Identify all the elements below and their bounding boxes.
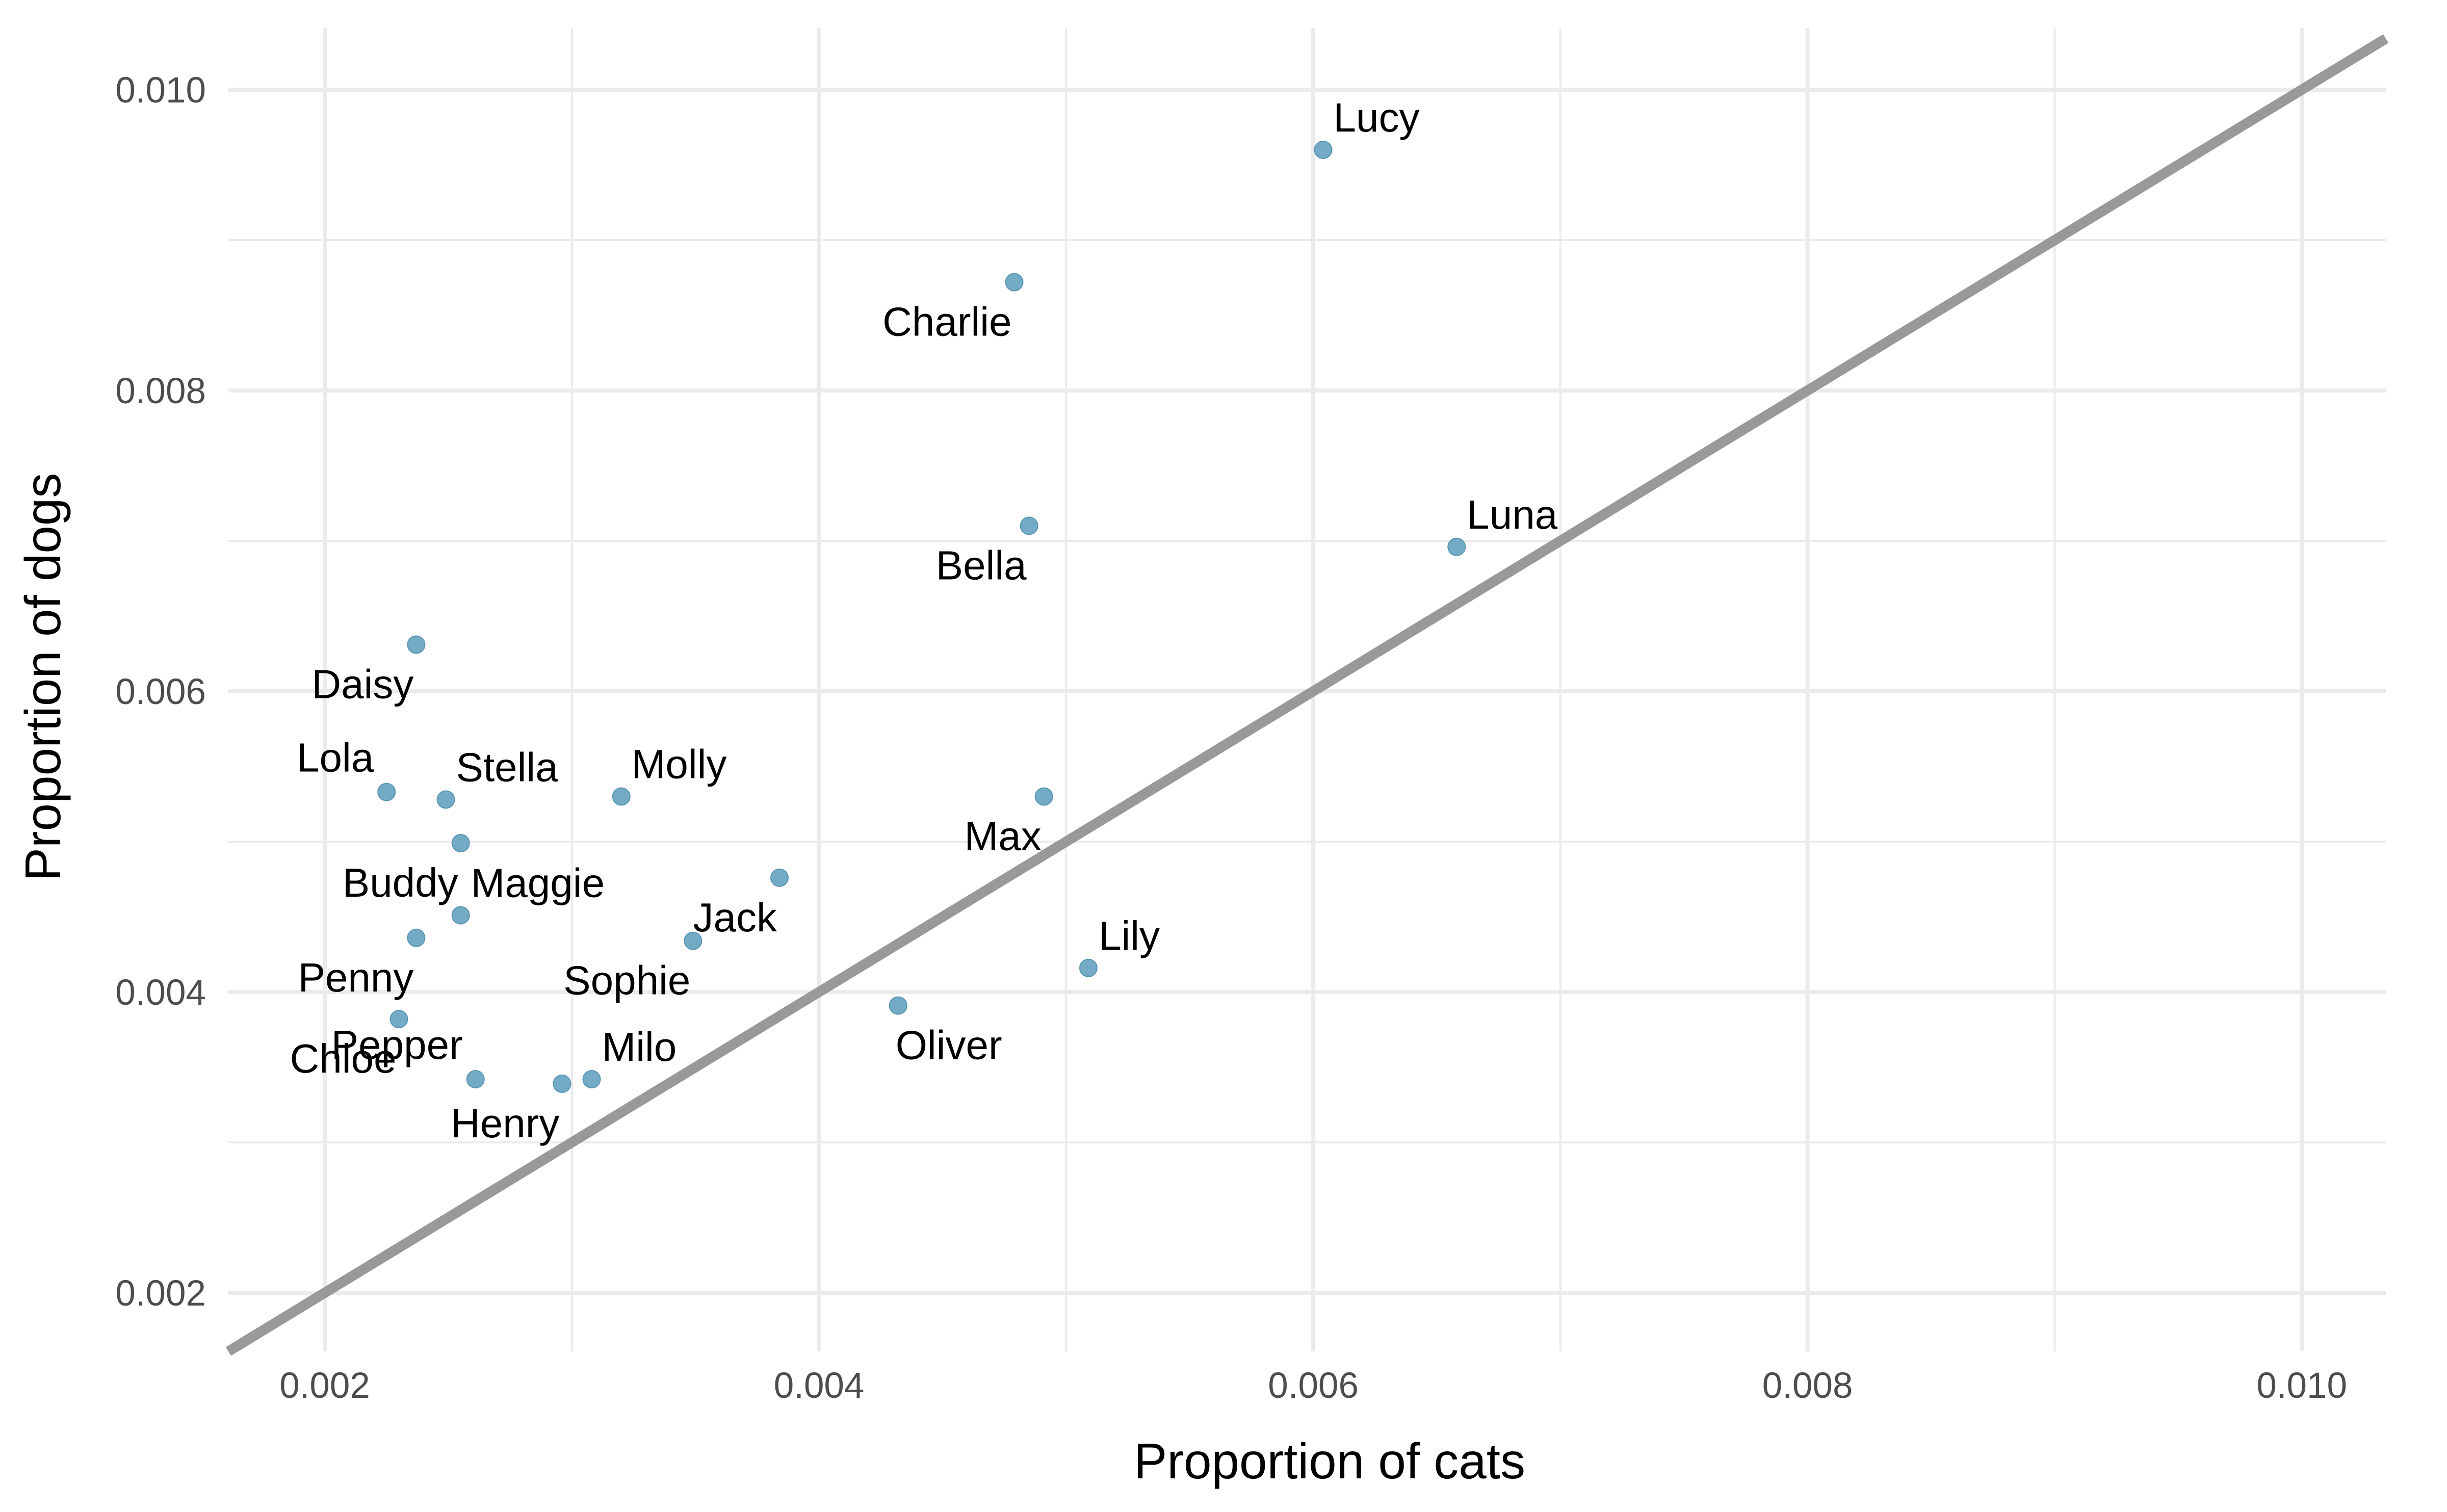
data-point-pepper (466, 1070, 485, 1089)
y-tick-label: 0.006 (115, 672, 206, 712)
point-labels: Lucy Charlie Bella Luna Daisy Lola Stella Molly… (290, 95, 1557, 1146)
major-gridlines (228, 28, 2386, 1351)
data-point-bella (1020, 516, 1038, 535)
y-axis-ticks: 0.002 0.004 0.006 0.008 0.010 (115, 70, 206, 1314)
data-point-lola (377, 783, 396, 801)
point-label-lola: Lola (297, 735, 374, 780)
y-tick-label: 0.004 (115, 973, 206, 1013)
x-tick-label: 0.010 (2256, 1366, 2347, 1406)
point-label-charlie: Charlie (882, 299, 1011, 345)
point-label-luna: Luna (1467, 492, 1557, 537)
data-point-penny (407, 928, 426, 947)
y-tick-label: 0.010 (115, 70, 206, 111)
data-point-milo (582, 1070, 601, 1089)
y-axis-title: Proportion of dogs (15, 473, 71, 881)
y-tick-label: 0.002 (115, 1273, 206, 1314)
data-point-jack (770, 868, 789, 887)
point-label-molly: Molly (632, 741, 727, 787)
data-point-oliver (889, 996, 907, 1015)
point-label-daisy: Daisy (311, 662, 413, 707)
data-point-lily (1079, 958, 1098, 977)
data-point-stella (436, 790, 455, 809)
point-label-sophie: Sophie (563, 958, 690, 1003)
point-label-lucy: Lucy (1334, 95, 1420, 140)
x-tick-label: 0.004 (774, 1366, 865, 1406)
point-label-bella: Bella (936, 542, 1027, 588)
y-tick-label: 0.008 (115, 371, 206, 411)
x-axis-title: Proportion of cats (1134, 1433, 1525, 1489)
point-label-lily: Lily (1099, 913, 1160, 958)
reference-line (225, 34, 2389, 1356)
data-point-luna (1447, 537, 1466, 556)
x-tick-label: 0.008 (1762, 1366, 1853, 1406)
data-point-molly (612, 787, 631, 806)
point-label-stella: Stella (456, 744, 559, 790)
point-label-buddy: Buddy (343, 860, 458, 905)
data-point-lucy (1314, 140, 1333, 159)
point-label-chloe: Chloe (290, 1036, 396, 1081)
data-point-max (1034, 787, 1053, 806)
data-point-buddy (451, 833, 470, 852)
data-point-chloe (389, 1010, 408, 1029)
data-point-maggie (451, 906, 470, 925)
point-label-jack: Jack (693, 895, 777, 940)
point-label-pepper: Pepper (331, 1022, 463, 1067)
data-point-sophie (684, 931, 702, 950)
x-tick-label: 0.002 (279, 1366, 370, 1406)
data-points (377, 140, 1466, 1093)
point-label-oliver: Oliver (896, 1023, 1002, 1068)
point-label-max: Max (965, 813, 1042, 858)
data-point-henry (553, 1074, 571, 1093)
point-label-penny: Penny (298, 955, 414, 1000)
point-label-milo: Milo (602, 1024, 677, 1070)
data-point-charlie (1005, 273, 1024, 292)
x-tick-label: 0.006 (1268, 1366, 1359, 1406)
identity-line (225, 34, 2389, 1356)
data-point-daisy (407, 635, 426, 654)
point-label-henry: Henry (451, 1101, 559, 1146)
x-axis-ticks: 0.002 0.004 0.006 0.008 0.010 (279, 1366, 2347, 1406)
minor-gridlines (228, 28, 2386, 1351)
point-label-maggie: Maggie (471, 861, 605, 906)
